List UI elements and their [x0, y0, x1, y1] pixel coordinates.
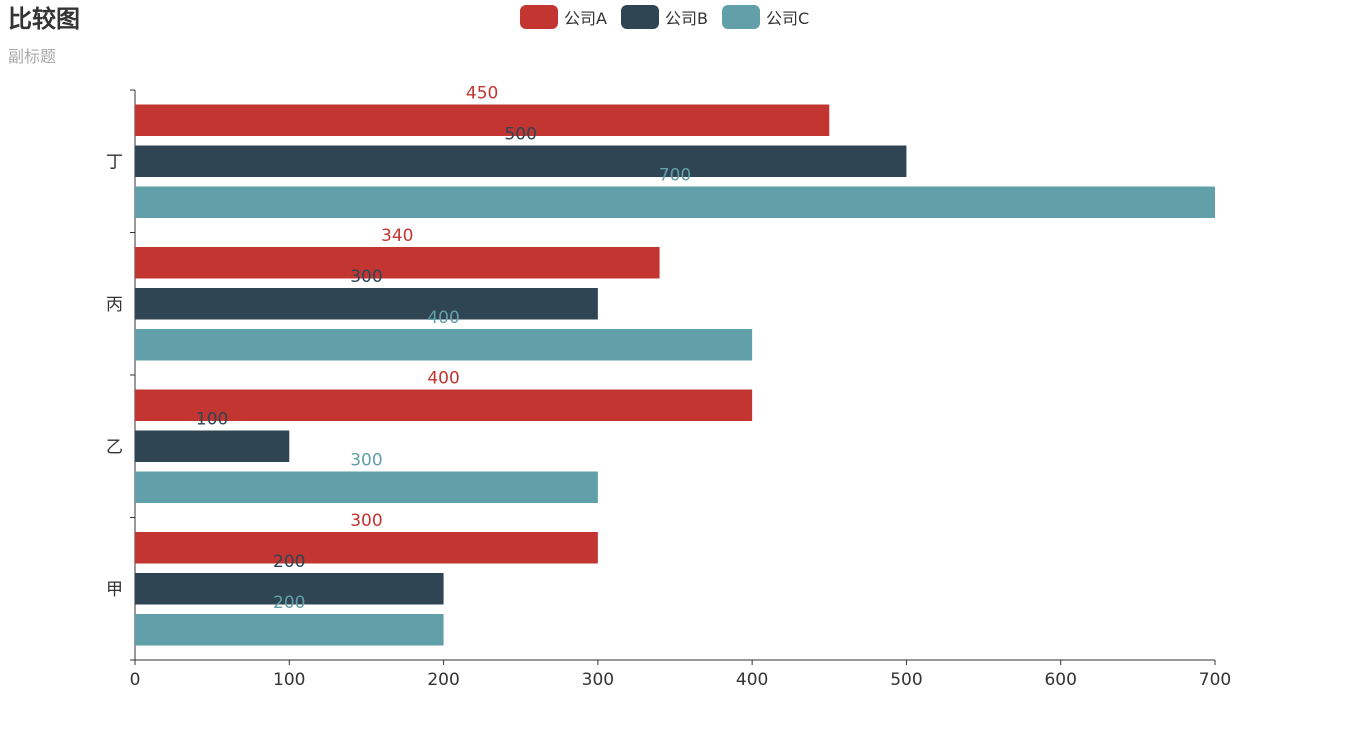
legend-swatch-company-c [721, 5, 760, 29]
data-label: 100 [196, 410, 228, 430]
data-label: 300 [350, 451, 382, 471]
data-label: 300 [350, 267, 382, 287]
data-label: 200 [273, 593, 305, 613]
legend-swatch-company-b [620, 5, 659, 29]
y-tick-label: 丙 [106, 295, 123, 315]
data-label: 450 [466, 84, 498, 104]
bar-公司A-丁 [135, 104, 830, 136]
bar-公司A-乙 [135, 389, 753, 421]
data-label: 400 [427, 308, 459, 328]
bar-公司B-丁 [135, 145, 907, 177]
bar-公司B-甲 [135, 573, 444, 605]
bar-公司B-乙 [135, 430, 290, 462]
data-label: 500 [504, 125, 536, 145]
x-tick-label: 700 [1199, 670, 1231, 690]
legend-label-company-a: 公司A [564, 9, 607, 28]
legend: 公司A 公司B 公司C [520, 5, 823, 29]
chart-subtitle: 副标题 [8, 47, 57, 66]
y-tick-label: 甲 [106, 580, 123, 600]
chart-title: 比较图 [8, 5, 80, 33]
x-tick-label: 0 [130, 670, 141, 690]
legend-swatch-company-a [520, 5, 558, 29]
x-tick-label: 600 [1044, 670, 1076, 690]
bar-公司A-丙 [135, 247, 660, 279]
bar-公司C-乙 [135, 471, 598, 503]
data-label: 400 [427, 369, 459, 389]
bar-公司C-甲 [135, 614, 444, 646]
data-label: 200 [273, 552, 305, 572]
data-label: 300 [350, 511, 382, 531]
data-label: 700 [659, 166, 691, 186]
legend-item-company-a[interactable]: 公司A [520, 5, 607, 29]
bar-公司A-甲 [135, 532, 598, 564]
y-tick-label: 丁 [106, 152, 123, 172]
legend-label-company-c: 公司C [765, 9, 810, 28]
bar-公司B-丙 [135, 288, 598, 320]
x-tick-label: 500 [890, 670, 922, 690]
data-label: 340 [381, 226, 413, 246]
bar-公司C-丙 [135, 329, 753, 361]
legend-item-company-c[interactable]: 公司C [721, 5, 810, 29]
legend-item-company-b[interactable]: 公司B [620, 5, 708, 29]
y-tick-label: 乙 [106, 437, 123, 457]
x-tick-label: 200 [427, 670, 459, 690]
bar-公司C-丁 [135, 186, 1215, 218]
legend-label-company-b: 公司B [664, 9, 708, 28]
x-tick-label: 100 [273, 670, 305, 690]
x-tick-label: 400 [736, 670, 768, 690]
x-tick-label: 300 [582, 670, 614, 690]
